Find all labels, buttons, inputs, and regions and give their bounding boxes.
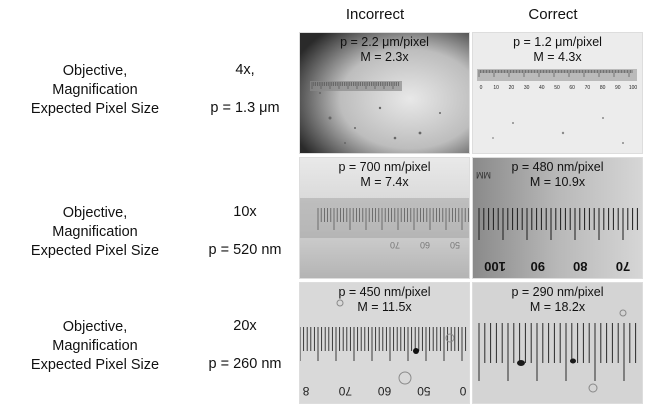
micrograph-image <box>473 283 642 403</box>
panel-caption: p = 700 nm/pixel M = 7.4x <box>300 160 469 190</box>
pixel-size-label: Expected Pixel Size <box>30 243 160 259</box>
row2-objective-value: 10x <box>233 204 257 220</box>
ruler-number: 8 <box>302 384 309 398</box>
micrograph-row1-correct: 0 10 20 30 40 50 60 70 80 90 100 p = 1.2 μm/pixel … <box>472 32 643 154</box>
micrograph-image: 0 10 20 30 40 50 60 70 80 90 100 <box>473 33 642 153</box>
pixel-size-value: p = 2.2 μm/pixel <box>340 35 429 49</box>
ruler-number: 30 <box>524 85 530 91</box>
ruler-number: 0 <box>480 85 483 91</box>
magnification-value: M = 11.5x <box>357 300 412 314</box>
ruler-number: 60 <box>569 85 575 91</box>
pixel-size-value: p = 290 nm/pixel <box>511 285 604 299</box>
ruler-number: 50 <box>450 240 460 250</box>
pixel-size-value: p = 1.2 μm/pixel <box>513 35 602 49</box>
magnification-value: M = 2.3x <box>360 50 409 64</box>
panel-caption: p = 290 nm/pixel M = 18.2x <box>473 285 642 315</box>
magnification-label: Magnification <box>52 224 138 240</box>
pixel-size-value: p = 700 nm/pixel <box>338 160 431 174</box>
micrograph-row3-incorrect: 8 70 60 50 0 p = 450 nm/pixel M = 11.5x <box>299 282 470 404</box>
row3-expected-pixel: p = 260 nm <box>208 356 282 372</box>
objective-label: Objective, <box>62 63 128 79</box>
magnification-value: M = 7.4x <box>360 175 409 189</box>
micrograph-image: 70 60 50 <box>300 158 469 278</box>
ruler-number: 60 <box>378 384 392 398</box>
ruler-number: 70 <box>585 85 591 91</box>
micrograph-row1-incorrect: p = 2.2 μm/pixel M = 2.3x <box>299 32 470 154</box>
ruler-number: 90 <box>615 85 621 91</box>
ruler-number: 50 <box>417 384 431 398</box>
correct-column-header: Correct <box>528 6 578 23</box>
ruler-number: 10 <box>493 85 499 91</box>
unit-mark: MM <box>476 170 491 180</box>
ruler-number: 60 <box>420 240 430 250</box>
micrograph-image: 8 70 60 50 0 <box>300 283 469 403</box>
ruler-number: 50 <box>554 85 560 91</box>
magnification-label: Magnification <box>52 338 138 354</box>
objective-label: Objective, <box>62 319 128 335</box>
row1-expected-pixel: p = 1.3 μm <box>210 100 280 116</box>
incorrect-column-header: Incorrect <box>345 6 405 23</box>
magnification-label: Magnification <box>52 82 138 98</box>
micrograph-image <box>300 33 469 153</box>
panel-caption: p = 1.2 μm/pixel M = 4.3x <box>473 35 642 65</box>
pixel-size-value: p = 450 nm/pixel <box>338 285 431 299</box>
pixel-size-value: p = 480 nm/pixel <box>511 160 604 174</box>
pixel-size-label: Expected Pixel Size <box>30 357 160 373</box>
ruler-number: 70 <box>616 259 630 274</box>
ruler-number: 70 <box>338 384 352 398</box>
ruler-number: 40 <box>539 85 545 91</box>
ruler-number: 70 <box>390 240 400 250</box>
magnification-value: M = 4.3x <box>533 50 582 64</box>
row1-description: Objective, Magnification Expected Pixel … <box>0 62 190 119</box>
ruler-number: 0 <box>459 384 466 398</box>
panel-caption: p = 480 nm/pixel M = 10.9x <box>473 160 642 190</box>
ruler-number: 80 <box>573 259 587 274</box>
micrograph-image: 100 90 80 70 MM <box>473 158 642 278</box>
row3-objective-value: 20x <box>233 318 257 334</box>
magnification-value: M = 10.9x <box>529 175 586 189</box>
objective-label: Objective, <box>62 205 128 221</box>
panel-caption: p = 450 nm/pixel M = 11.5x <box>300 285 469 315</box>
micrograph-row2-correct: 100 90 80 70 MM p = 480 nm/pixel M = 10.9x <box>472 157 643 279</box>
ruler-number: 100 <box>629 85 638 91</box>
ruler-number: 90 <box>530 259 544 274</box>
micrograph-row2-incorrect: 70 60 50 p = 700 nm/pixel M = 7.4x <box>299 157 470 279</box>
row2-expected-pixel: p = 520 nm <box>208 242 282 258</box>
panel-caption: p = 2.2 μm/pixel M = 2.3x <box>300 35 469 65</box>
ruler-number: 80 <box>600 85 606 91</box>
ruler-number: 100 <box>484 259 506 274</box>
ruler-number: 20 <box>509 85 515 91</box>
micrograph-row3-correct: p = 290 nm/pixel M = 18.2x <box>472 282 643 404</box>
pixel-size-label: Expected Pixel Size <box>30 101 160 117</box>
row1-objective-value: 4x, <box>235 62 255 78</box>
row2-description: Objective, Magnification Expected Pixel … <box>0 204 190 261</box>
row3-description: Objective, Magnification Expected Pixel … <box>0 318 190 375</box>
magnification-value: M = 18.2x <box>529 300 586 314</box>
